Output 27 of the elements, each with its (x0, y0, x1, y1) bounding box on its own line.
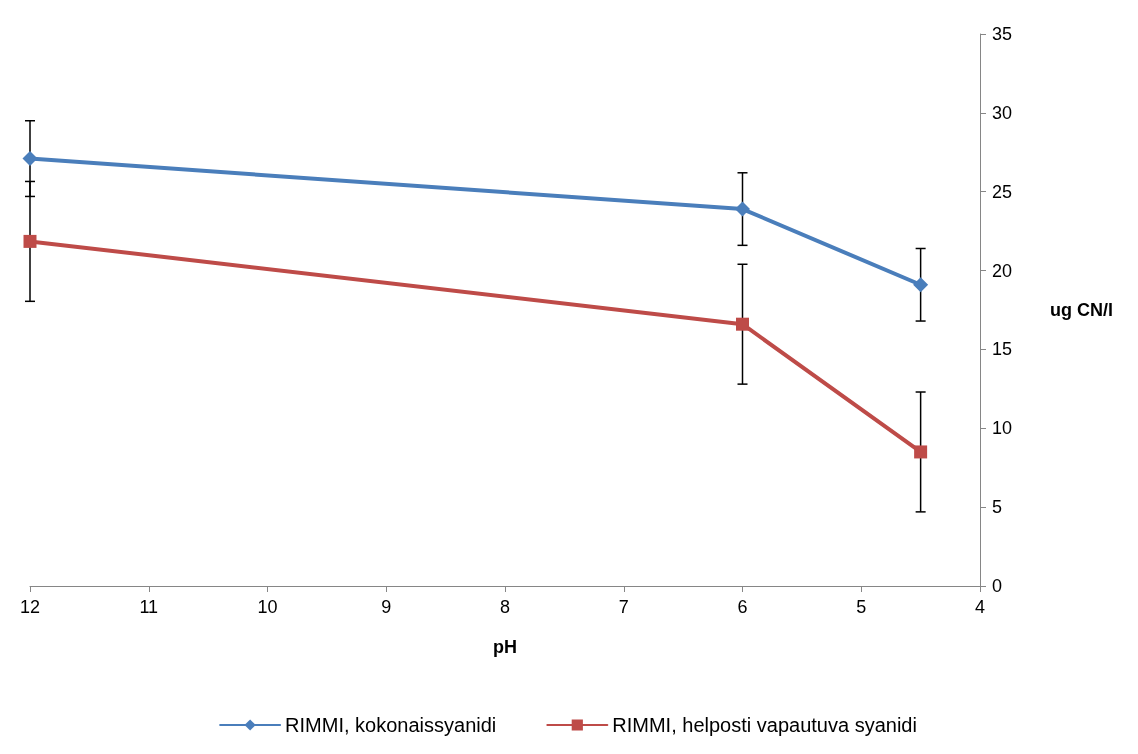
y-tick-label: 35 (992, 24, 1013, 44)
x-tick-label: 10 (257, 597, 278, 617)
x-axis-title: pH (493, 637, 517, 657)
y-tick-label: 20 (992, 260, 1013, 281)
point (735, 201, 750, 217)
x-tick-label: 6 (737, 597, 748, 617)
x-tick-label: 5 (856, 597, 867, 617)
y-tick-label: 5 (992, 497, 1003, 518)
x-tick-label: 7 (618, 597, 629, 617)
x-tick-label: 11 (139, 597, 159, 617)
y-tick-label: 30 (992, 102, 1013, 123)
x-tick-label: 12 (19, 597, 41, 617)
x-tick-label: 9 (381, 597, 392, 617)
point (913, 277, 929, 293)
y-axis-title: ug CN/l (1050, 300, 1113, 320)
y-tick-label: 10 (992, 418, 1013, 439)
x-tick-label: 4 (974, 597, 986, 617)
legend-label: RIMMI, kokonaissyanidi (285, 714, 497, 736)
x-tick-label: 8 (499, 597, 511, 617)
legend-label: RIMMI, helposti vapautuva syanidi (612, 714, 917, 736)
y-tick-label: 0 (992, 576, 1003, 596)
point (23, 234, 37, 248)
y-tick-label: 15 (992, 339, 1013, 360)
point (914, 445, 928, 459)
point (22, 151, 38, 167)
y-tick-label: 25 (992, 181, 1013, 202)
point (736, 317, 749, 331)
